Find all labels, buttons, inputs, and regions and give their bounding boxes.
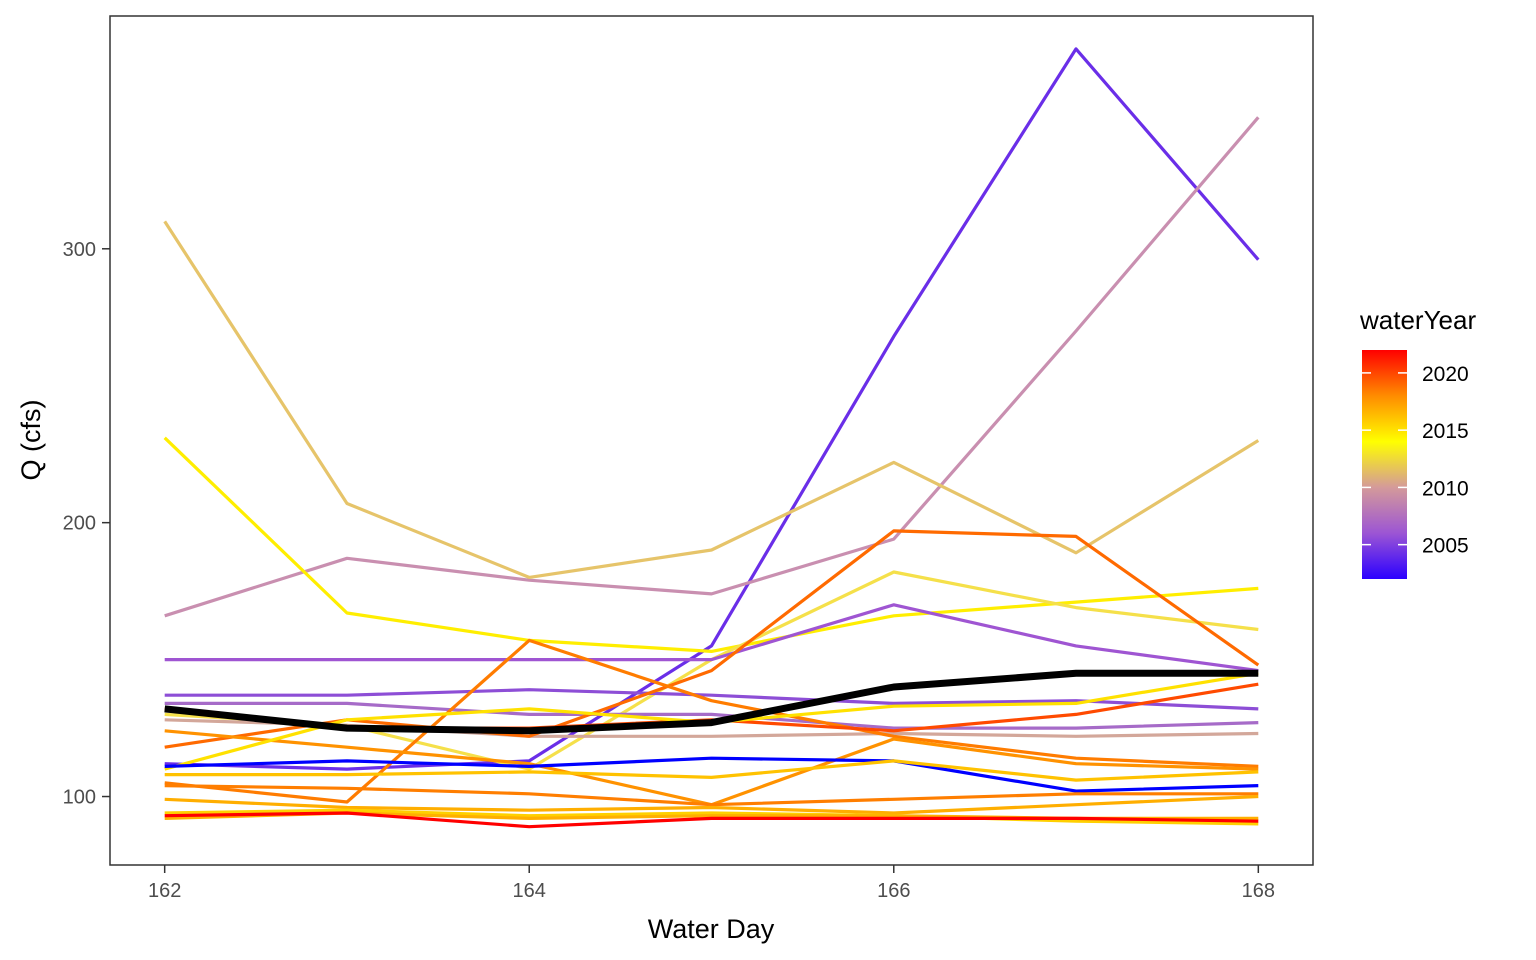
series-lines xyxy=(163,47,1260,829)
series-line-17 xyxy=(164,784,1259,807)
x-tick-label: 168 xyxy=(1242,880,1275,902)
series-line-7 xyxy=(164,688,1259,711)
series-line-22 xyxy=(164,669,1259,735)
x-axis-title: Water Day xyxy=(648,914,775,944)
series-line-15 xyxy=(164,756,1259,793)
x-tick-label: 166 xyxy=(877,880,910,902)
series-line-11 xyxy=(164,638,1259,804)
x-tick-label: 164 xyxy=(513,880,546,902)
x-axis: 162 164 166 168 xyxy=(148,865,1275,902)
series-line-8 xyxy=(164,701,1259,730)
legend-tick-label: 2005 xyxy=(1422,535,1469,558)
legend-title: waterYear xyxy=(1359,305,1476,335)
legend-tick-label: 2015 xyxy=(1422,420,1469,443)
series-line-18 xyxy=(164,794,1259,815)
legend-ticks: 2005 2010 2015 2020 xyxy=(1362,363,1469,558)
series-line-1 xyxy=(164,47,1260,771)
series-line-2 xyxy=(164,116,1260,618)
y-tick-label: 100 xyxy=(63,787,96,809)
legend-tick-label: 2010 xyxy=(1422,477,1469,500)
y-axis: 100 200 300 xyxy=(63,239,110,809)
series-line-16 xyxy=(164,759,1259,782)
y-tick-label: 200 xyxy=(63,513,96,535)
series-line-19 xyxy=(164,808,1259,826)
series-line-4 xyxy=(163,436,1259,654)
plot-panel-border xyxy=(109,15,1314,866)
series-line-3 xyxy=(163,220,1260,580)
series-line-21 xyxy=(164,811,1259,829)
legend-tick-label: 2020 xyxy=(1422,363,1469,386)
y-axis-title: Q (cfs) xyxy=(16,400,46,481)
x-tick-label: 162 xyxy=(148,880,181,902)
legend-colorbar xyxy=(1362,350,1407,579)
legend: waterYear 2005 2010 2015 2020 xyxy=(1359,305,1476,579)
y-tick-label: 300 xyxy=(63,239,96,261)
series-line-6 xyxy=(164,603,1259,673)
